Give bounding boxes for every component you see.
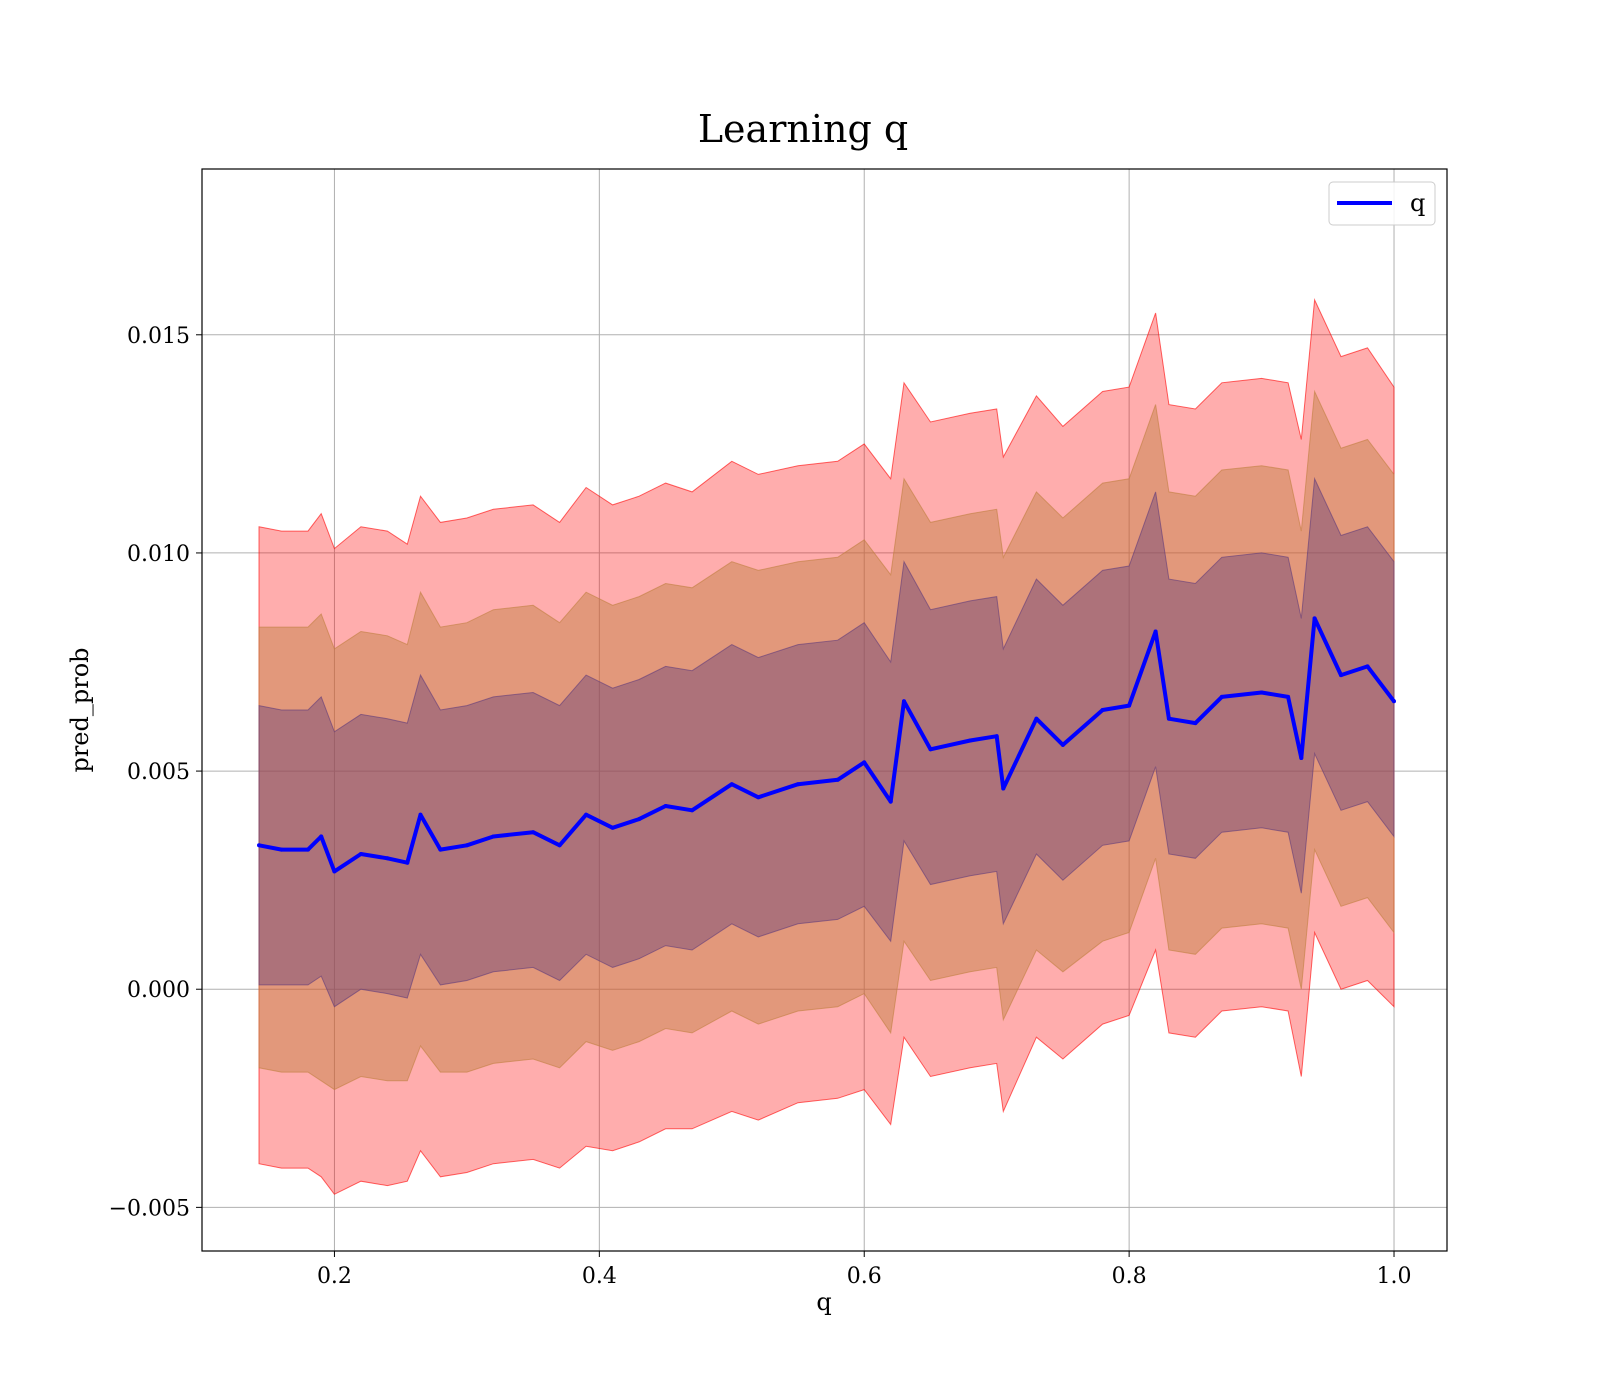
- series-point: [1153, 629, 1158, 634]
- y-tick-label: 0.000: [127, 978, 190, 1003]
- series-point: [888, 799, 893, 804]
- series-point: [637, 817, 642, 822]
- x-tick-label: 0.6: [847, 1264, 882, 1289]
- series-point: [438, 847, 443, 852]
- y-axis-label: pred_prob: [66, 647, 94, 772]
- series-point: [1001, 786, 1006, 791]
- series-point: [557, 843, 562, 848]
- y-axis-ticks: −0.005 0.000 0.005 0.010 0.015: [109, 324, 202, 1221]
- band-outer: [258, 298, 1395, 1195]
- series-point: [756, 795, 761, 800]
- series-point: [1193, 721, 1198, 726]
- series-point: [306, 847, 310, 852]
- band-middle: [258, 389, 1395, 1091]
- series-point: [319, 834, 324, 839]
- series-lines: [257, 616, 1396, 874]
- series-point: [902, 699, 906, 704]
- series-point: [1127, 703, 1132, 708]
- series-point: [1034, 716, 1039, 721]
- series-point: [1299, 756, 1304, 760]
- band-inner: [258, 476, 1395, 1008]
- series-point: [862, 760, 867, 765]
- series-point: [1100, 708, 1105, 712]
- x-tick-label: 0.4: [582, 1264, 617, 1289]
- series-point: [405, 860, 410, 865]
- x-tick-label: 1.0: [1377, 1264, 1412, 1289]
- series-point: [1219, 694, 1224, 699]
- series-point: [1060, 742, 1065, 747]
- x-axis-label: q: [816, 1288, 831, 1316]
- series-point: [1365, 664, 1370, 669]
- series-point: [1259, 690, 1264, 695]
- series-point: [1339, 673, 1343, 678]
- series-point: [1312, 616, 1317, 621]
- series-point: [385, 856, 390, 861]
- series-point: [332, 869, 337, 874]
- series-point: [464, 843, 469, 848]
- series-point: [358, 852, 363, 856]
- series-point: [257, 843, 261, 848]
- x-tick-label: 0.2: [317, 1264, 352, 1289]
- series-point: [279, 847, 284, 852]
- series-point: [1166, 716, 1171, 721]
- x-tick-label: 0.8: [1112, 1264, 1147, 1289]
- series-point: [968, 738, 973, 743]
- legend-label: q: [1410, 189, 1425, 217]
- y-tick-label: 0.015: [127, 324, 190, 349]
- y-tick-label: 0.010: [127, 542, 190, 567]
- series-point: [928, 747, 933, 752]
- y-tick-label: 0.005: [127, 760, 190, 785]
- series-point: [835, 777, 840, 782]
- series-point: [610, 825, 615, 830]
- x-axis-ticks: 0.2 0.4 0.6 0.8 1.0: [317, 1251, 1412, 1289]
- series-point: [418, 812, 423, 817]
- series-point: [1286, 694, 1291, 699]
- legend: q: [1328, 181, 1436, 226]
- confidence-bands: [258, 298, 1395, 1195]
- series-point: [729, 782, 734, 787]
- plot-frame: [201, 168, 1448, 1252]
- series-point: [584, 812, 589, 817]
- series-point: [690, 808, 695, 813]
- y-tick-label: −0.005: [109, 1196, 190, 1221]
- series-point: [531, 830, 536, 835]
- series-point: [663, 804, 668, 808]
- series-point: [1392, 699, 1396, 704]
- series-point: [796, 782, 800, 787]
- series-point: [994, 734, 999, 739]
- series-point: [491, 834, 496, 839]
- chart-title: Learning q: [698, 107, 908, 151]
